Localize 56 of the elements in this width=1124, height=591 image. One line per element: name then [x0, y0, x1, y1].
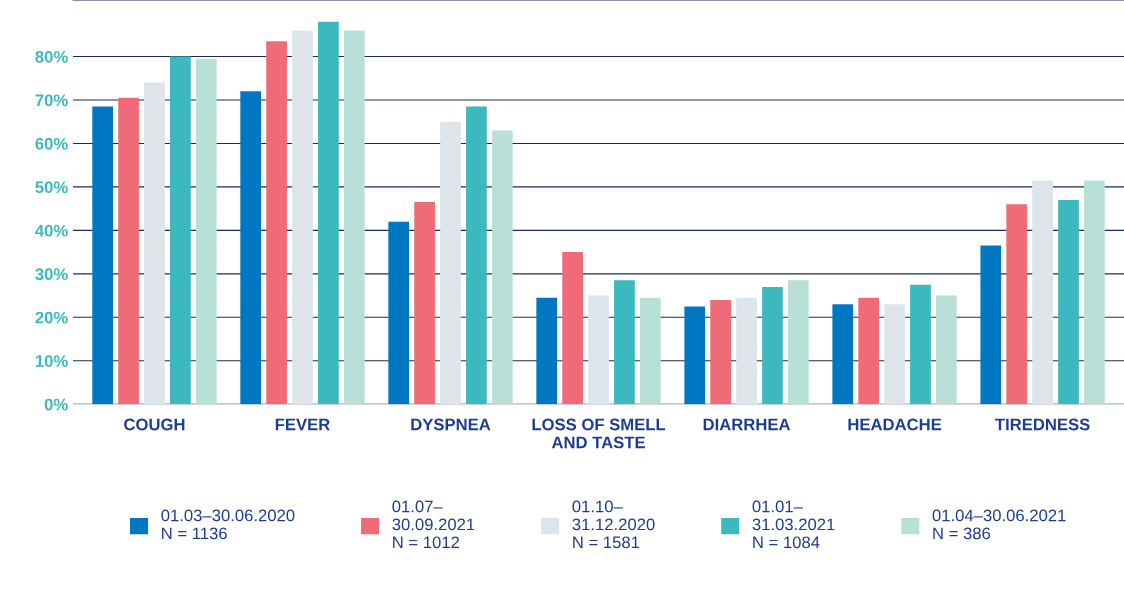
- bar: [170, 56, 191, 405]
- bar: [1006, 204, 1028, 405]
- y-tick-label: 60%: [35, 137, 68, 150]
- bar: [710, 299, 732, 405]
- legend-label: 01.01– 31.03.2021 N = 1084: [752, 500, 835, 549]
- x-tick-label: TIREDNESS: [995, 418, 1090, 431]
- bar: [266, 41, 287, 405]
- bar: [491, 130, 513, 405]
- x-tick-label: DIARRHEA: [703, 418, 791, 431]
- bar: [562, 252, 583, 405]
- bar: [639, 297, 661, 405]
- y-tick-label: 70%: [35, 94, 68, 107]
- bar: [884, 304, 905, 405]
- bar: [536, 297, 558, 405]
- x-tick-label: DYSPNEA: [411, 418, 491, 431]
- bar: [1032, 180, 1053, 405]
- bar: [762, 286, 783, 405]
- bar: [910, 284, 931, 405]
- bar: [440, 121, 461, 405]
- bar: [736, 297, 757, 405]
- x-tick-label: HEADACHE: [848, 418, 942, 431]
- legend-label: 01.10– 31.12.2020 N = 1581: [572, 500, 655, 549]
- bar: [414, 202, 435, 405]
- y-tick-label: 20%: [35, 311, 68, 324]
- bar: [832, 304, 854, 405]
- legend-label: 01.07– 30.09.2021 N = 1012: [392, 500, 475, 549]
- bar: [466, 106, 487, 405]
- bar: [195, 58, 217, 405]
- legend-label: 01.03–30.06.2020 N = 1136: [161, 509, 295, 540]
- bar: [614, 280, 635, 405]
- bar: [240, 91, 262, 405]
- bar: [388, 221, 410, 405]
- y-tick-label: 30%: [35, 268, 68, 281]
- bar: [144, 82, 165, 405]
- x-tick-label: COUGH: [124, 418, 185, 431]
- x-tick-label: FEVER: [275, 418, 330, 431]
- y-tick-label: 80%: [35, 50, 68, 63]
- bar: [118, 97, 139, 405]
- bar: [1058, 199, 1079, 405]
- bar: [318, 21, 339, 405]
- bar: [292, 30, 313, 405]
- bar: [980, 245, 1002, 405]
- bar: [684, 306, 706, 405]
- y-tick-label: 50%: [35, 181, 68, 194]
- bar: [936, 295, 957, 405]
- y-tick-label: 0%: [44, 398, 68, 411]
- y-tick-label: 10%: [35, 355, 68, 367]
- bar: [343, 30, 365, 405]
- bar: [858, 297, 880, 405]
- bar: [92, 106, 114, 405]
- x-tick-label: LOSS OF SMELL AND TASTE: [532, 418, 666, 449]
- bar: [1084, 180, 1105, 405]
- y-tick-label: 40%: [35, 224, 68, 237]
- legend-label: 01.04–30.06.2021 N = 386: [932, 509, 1066, 540]
- bar: [588, 295, 609, 405]
- bar: [788, 280, 809, 405]
